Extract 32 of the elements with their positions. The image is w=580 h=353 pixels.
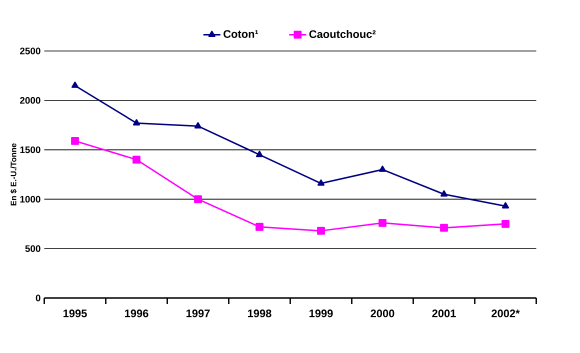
point — [256, 222, 264, 231]
point — [256, 150, 264, 158]
point — [440, 224, 448, 232]
point — [378, 218, 386, 227]
legend-label: Caoutchouc² — [309, 30, 376, 38]
point — [194, 122, 202, 128]
point — [317, 226, 325, 235]
x-tick-label: 2002* — [492, 310, 520, 318]
x-tick-label: 2000 — [370, 310, 394, 318]
y-tick-label: 500 — [25, 245, 40, 252]
y-tick-label: 1500 — [20, 146, 40, 154]
point — [194, 195, 202, 204]
y-tick-label: 0 — [36, 294, 40, 302]
point — [71, 136, 79, 145]
x-tick-label: 1997 — [186, 310, 210, 318]
point — [132, 156, 140, 164]
point — [317, 179, 325, 186]
x-tick-label: 1998 — [248, 310, 272, 318]
x-tick-label: 2001 — [432, 310, 456, 318]
x-tick-label: 1999 — [310, 310, 333, 318]
x-tick-label: 1996 — [125, 310, 148, 318]
x-tick-label: 1995 — [64, 310, 87, 318]
point — [440, 190, 448, 197]
point — [502, 202, 510, 208]
point — [71, 82, 79, 88]
point — [132, 119, 140, 126]
legend-label: Coton¹ — [224, 30, 258, 38]
y-tick-label: 2500 — [20, 48, 40, 54]
point — [502, 220, 510, 228]
y-tick-label: 1000 — [20, 196, 40, 203]
point — [378, 166, 386, 172]
y-tick-label: 2000 — [20, 97, 40, 104]
